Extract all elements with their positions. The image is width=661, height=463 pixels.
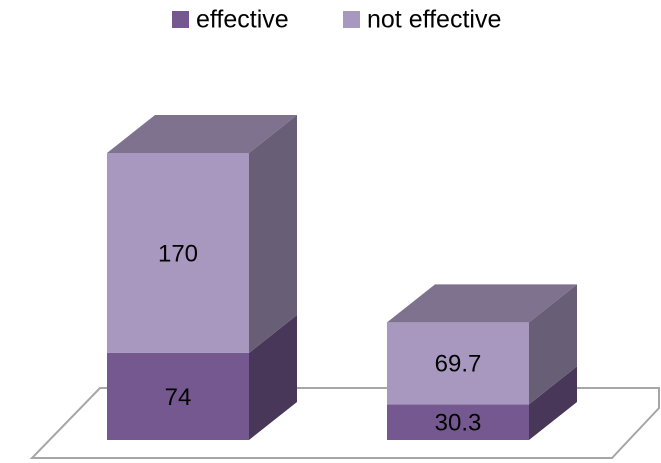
bar-side bbox=[529, 366, 577, 440]
plot-area: 74 170 30.3 69.7 bbox=[107, 115, 577, 440]
legend-swatch bbox=[172, 11, 189, 28]
bar-top bbox=[107, 115, 297, 153]
bar-side bbox=[249, 115, 297, 353]
legend-label: not effective bbox=[367, 6, 501, 34]
value-label: 69.7 bbox=[435, 351, 482, 378]
legend-label: effective bbox=[196, 6, 289, 34]
bar-side bbox=[249, 314, 297, 440]
legend-swatch bbox=[343, 11, 360, 28]
floor bbox=[29, 387, 660, 459]
bar-front bbox=[107, 153, 249, 353]
value-label: 74 bbox=[165, 384, 192, 411]
legend: effective not effective bbox=[172, 6, 501, 34]
bar-top bbox=[387, 284, 577, 323]
bar-front bbox=[387, 404, 529, 440]
bar-side bbox=[529, 284, 577, 405]
value-label: 30.3 bbox=[435, 410, 482, 437]
bar-front bbox=[107, 352, 249, 440]
bar-front bbox=[387, 322, 529, 405]
value-label: 170 bbox=[158, 240, 198, 267]
